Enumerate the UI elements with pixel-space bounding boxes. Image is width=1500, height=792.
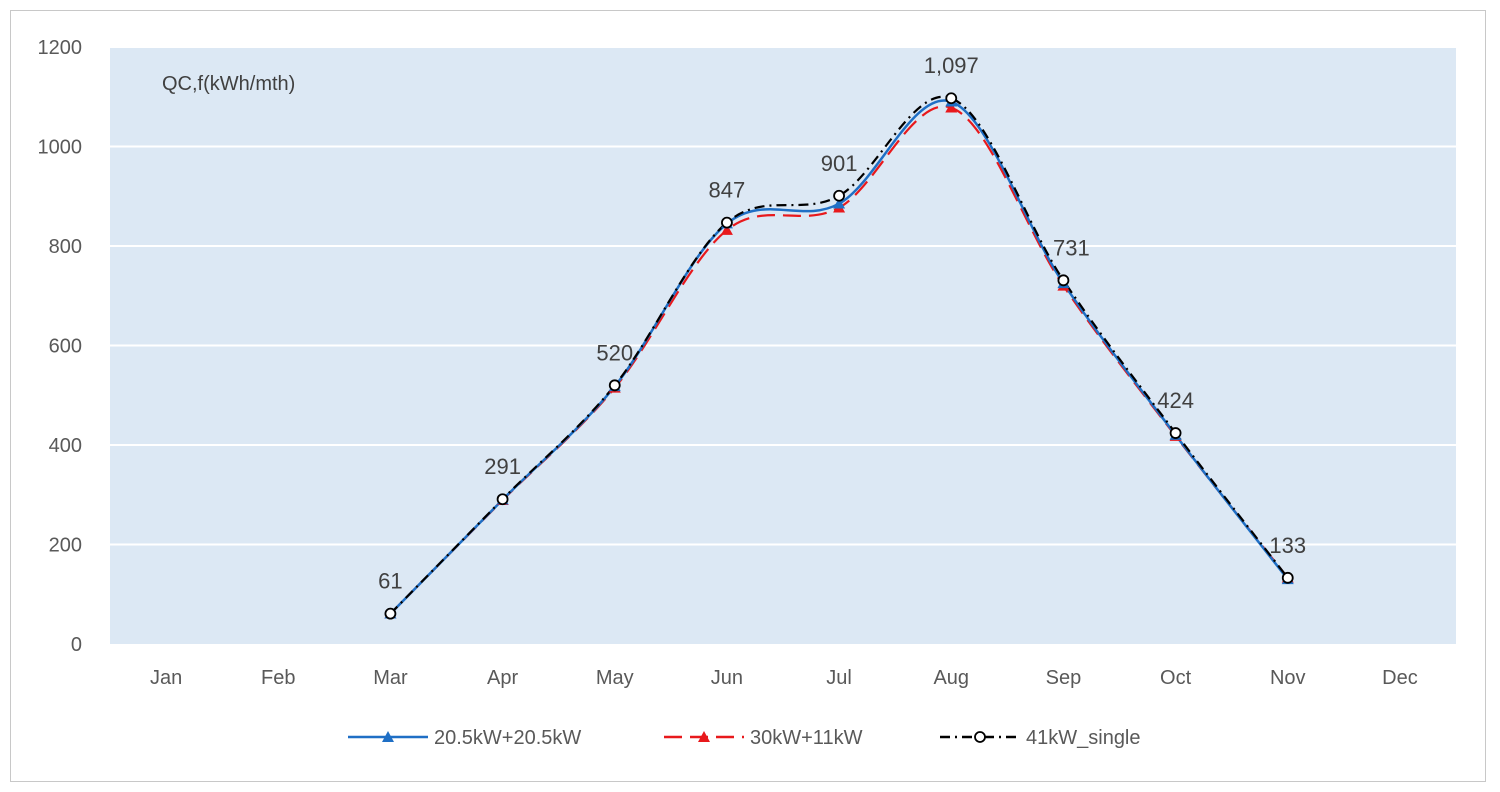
series-line xyxy=(389,95,1289,615)
data-label: 291 xyxy=(484,454,521,479)
x-tick-label: Mar xyxy=(373,667,408,689)
y-axis-unit-label: QC,f(kWh/mth) xyxy=(162,73,295,95)
x-tick-label: May xyxy=(596,667,634,689)
data-point xyxy=(496,493,509,506)
legend-marker xyxy=(698,731,710,742)
data-point xyxy=(833,189,845,202)
legend-marker xyxy=(974,731,986,743)
legend-label: 41kW_single xyxy=(1026,727,1141,749)
y-tick-label: 200 xyxy=(49,535,82,557)
data-point xyxy=(1281,571,1294,584)
data-label: 520 xyxy=(596,340,633,365)
x-tick-label: Oct xyxy=(1160,667,1192,689)
legend-marker xyxy=(382,731,394,742)
y-tick-label: 800 xyxy=(49,236,82,258)
legend: 20.5kW+20.5kW 30kW+11kW 41kW_single xyxy=(348,727,1141,749)
data-point xyxy=(721,216,733,229)
data-point xyxy=(1057,274,1070,287)
legend-label: 20.5kW+20.5kW xyxy=(434,727,581,749)
gridlines xyxy=(110,46,1456,546)
series-lines xyxy=(389,95,1289,615)
data-label: 424 xyxy=(1157,388,1194,413)
x-tick-label: Apr xyxy=(487,667,518,689)
data-point xyxy=(945,92,958,105)
data-point xyxy=(608,379,621,392)
y-tick-label: 1200 xyxy=(38,37,83,59)
data-label: 847 xyxy=(709,178,746,203)
data-label: 61 xyxy=(378,569,402,594)
data-point xyxy=(833,197,846,209)
x-tick-label: Jul xyxy=(826,667,852,689)
y-tick-label: 1000 xyxy=(38,137,83,159)
data-labels: 61 291 520 847 901 1,097 731 424 133 xyxy=(378,53,1306,593)
data-point xyxy=(1169,427,1182,439)
y-tick-label: 400 xyxy=(49,435,82,457)
data-point xyxy=(945,101,958,113)
x-tick-label: Jan xyxy=(150,667,182,689)
data-point xyxy=(720,224,733,235)
legend-label: 30kW+11kW xyxy=(750,727,863,749)
x-tick-label: Aug xyxy=(933,667,969,689)
data-point xyxy=(384,607,397,620)
x-tick-label: Sep xyxy=(1046,667,1082,689)
y-axis-ticks: 0 200 400 600 800 1000 1200 xyxy=(38,37,83,656)
x-tick-label: Nov xyxy=(1270,667,1306,689)
data-label: 731 xyxy=(1053,235,1090,260)
x-tick-label: Dec xyxy=(1382,667,1418,689)
data-label: 901 xyxy=(821,151,858,176)
y-tick-label: 600 xyxy=(49,336,82,358)
y-tick-label: 0 xyxy=(71,634,82,656)
series-markers xyxy=(384,92,1294,620)
data-label: 1,097 xyxy=(924,53,979,78)
data-label: 133 xyxy=(1269,533,1306,558)
x-axis-ticks: Jan Feb Mar Apr May Jun Jul Aug Sep Oct Nov Dec xyxy=(150,667,1418,689)
x-tick-label: Jun xyxy=(711,667,743,689)
x-tick-label: Feb xyxy=(261,667,295,689)
